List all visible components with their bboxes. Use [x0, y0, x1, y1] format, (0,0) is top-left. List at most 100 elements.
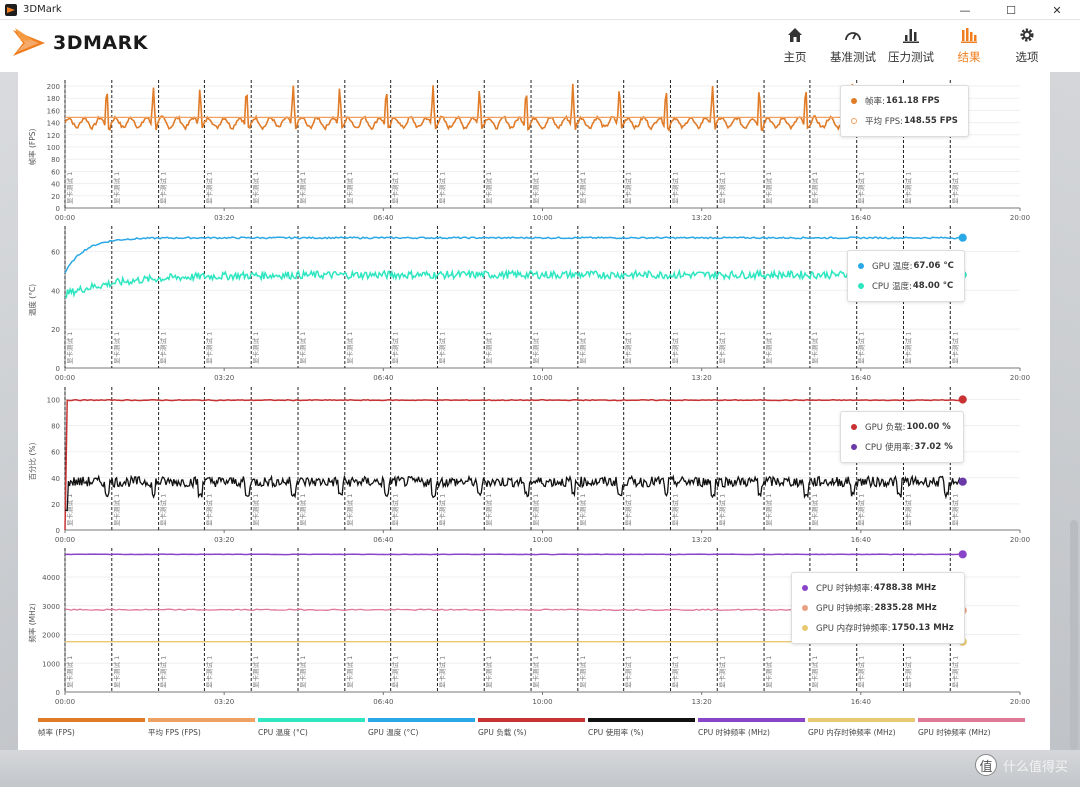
x-tick-label: 10:00 — [532, 536, 552, 544]
loop-marker-label: 显卡测试 1 — [345, 656, 354, 688]
freq-chart: 0 1000 2000 3000 4000 频率 (MHz) 00:00 03:20 06:40… — [27, 548, 1030, 706]
loop-marker-label: 显卡测试 1 — [437, 332, 446, 364]
loop-marker-label: 显卡测试 1 — [764, 332, 773, 364]
temperature-legend: GPU 温度: 67.06 °C CPU 温度: 48.00 °C — [847, 250, 965, 302]
loop-marker-label: 显卡测试 1 — [950, 332, 959, 364]
loop-marker-label: 显卡测试 1 — [624, 656, 633, 688]
y-tick-label: 160 — [47, 107, 60, 115]
series-legend-item[interactable]: GPU 负载 (%) — [478, 718, 588, 738]
legend-value: 1750.13 MHz — [891, 623, 954, 633]
loop-marker-label: 显卡测试 1 — [764, 172, 773, 204]
loop-marker-label: 显卡测试 1 — [112, 172, 121, 204]
y-tick-label: 0 — [56, 527, 60, 535]
maximize-button[interactable]: ☐ — [1006, 3, 1016, 17]
x-tick-label: 00:00 — [55, 536, 75, 544]
loop-marker-label: 显卡测试 1 — [391, 332, 400, 364]
loop-marker-label: 显卡测试 1 — [298, 494, 307, 526]
y-tick-label: 140 — [47, 120, 60, 128]
legend-value: 2835.28 MHz — [874, 603, 937, 613]
series-legend-item[interactable]: GPU 温度 (°C) — [368, 718, 478, 738]
y-axis-label: 温度 (°C) — [27, 284, 37, 316]
series-legend-item[interactable]: CPU 温度 (°C) — [258, 718, 368, 738]
y-tick-label: 180 — [47, 95, 60, 103]
cpu-clock-dot — [958, 550, 967, 559]
loop-marker-label: 显卡测试 1 — [903, 172, 912, 204]
loop-marker-label: 显卡测试 1 — [717, 332, 726, 364]
close-button[interactable]: ✕ — [1052, 3, 1062, 17]
x-tick-label: 13:20 — [692, 698, 712, 706]
loop-marker-label: 显卡测试 1 — [857, 172, 866, 204]
series-color-bar — [368, 718, 475, 722]
x-tick-label: 06:40 — [373, 214, 393, 222]
series-legend-label: CPU 时钟频率 (MHz) — [698, 728, 770, 737]
loop-marker-label: 显卡测试 1 — [159, 172, 168, 204]
loop-marker-label: 显卡测试 1 — [484, 656, 493, 688]
legend-value: 67.06 °C — [913, 261, 954, 271]
series-color-bar — [148, 718, 255, 722]
series-legend-item[interactable]: CPU 时钟频率 (MHz) — [698, 718, 808, 738]
loop-marker-label: 显卡测试 1 — [391, 494, 400, 526]
loop-marker-label: 显卡测试 1 — [65, 332, 74, 364]
loop-marker-label: 显卡测试 1 — [950, 172, 959, 204]
nav-options[interactable]: 选项 — [998, 24, 1056, 65]
loop-marker-label: 显卡测试 1 — [391, 172, 400, 204]
series-legend-item[interactable]: 帧率 (FPS) — [38, 718, 148, 738]
fps-legend: 帧率: 161.18 FPS 平均 FPS: 148.55 FPS — [840, 85, 969, 137]
y-tick-label: 1000 — [42, 660, 60, 668]
loop-marker-label: 显卡测试 1 — [251, 656, 260, 688]
x-tick-label: 16:40 — [851, 698, 871, 706]
legend-label: GPU 负载: — [865, 423, 906, 433]
logo-text: 3DMARK — [53, 32, 148, 54]
series-legend-item[interactable]: 平均 FPS (FPS) — [148, 718, 258, 738]
legend-label: GPU 时钟频率: — [816, 604, 874, 614]
x-tick-label: 00:00 — [55, 214, 75, 222]
y-axis-label: 频率 (MHz) — [27, 603, 37, 642]
minimize-button[interactable]: — — [959, 3, 971, 17]
x-tick-label: 06:40 — [373, 374, 393, 382]
series-legend-item[interactable]: GPU 内存时钟频率 (MHz) — [808, 718, 918, 738]
gpu-load-dot — [958, 395, 967, 404]
loop-marker-label: 显卡测试 1 — [65, 656, 74, 688]
loop-marker-label: 显卡测试 1 — [65, 172, 74, 204]
nav-benchmarks[interactable]: 基准测试 — [824, 24, 882, 65]
nav-options-label: 选项 — [1015, 50, 1039, 64]
results-icon — [961, 24, 977, 46]
nav-results[interactable]: 结果 — [940, 24, 998, 65]
loop-marker-label: 显卡测试 1 — [531, 656, 540, 688]
legend-value: 37.02 % — [914, 442, 953, 452]
nav-benchmarks-label: 基准测试 — [830, 50, 876, 64]
loop-marker-label: 显卡测试 1 — [578, 332, 587, 364]
legend-entry: CPU 使用率: 37.02 % — [851, 437, 953, 457]
legend-entry: GPU 负载: 100.00 % — [851, 417, 953, 437]
loop-marker-label: 显卡测试 1 — [298, 172, 307, 204]
loop-marker-label: 显卡测试 1 — [204, 494, 213, 526]
x-tick-label: 20:00 — [1010, 536, 1030, 544]
series-color-bar — [588, 718, 695, 722]
y-tick-label: 60 — [51, 248, 60, 256]
app-logo-icon — [5, 3, 17, 16]
legend-dot-icon — [802, 585, 808, 591]
series-legend-item[interactable]: GPU 时钟频率 (MHz) — [918, 718, 1028, 738]
legend-label: 帧率: — [865, 97, 885, 107]
x-tick-label: 06:40 — [373, 698, 393, 706]
legend-dot-icon — [851, 118, 857, 124]
series-legend-label: GPU 时钟频率 (MHz) — [918, 728, 991, 737]
bar-chart-icon — [903, 24, 919, 46]
nav-results-label: 结果 — [957, 50, 981, 64]
nav-home[interactable]: 主页 — [766, 24, 824, 65]
x-tick-label: 03:20 — [214, 698, 234, 706]
cpu-temp-series — [64, 268, 964, 299]
home-icon — [787, 24, 803, 46]
scrollbar[interactable] — [1070, 520, 1078, 750]
loop-marker-label: 显卡测试 1 — [903, 332, 912, 364]
cpu-usage-series — [65, 474, 964, 512]
legend-label: GPU 内存时钟频率: — [816, 624, 891, 634]
series-legend-item[interactable]: CPU 使用率 (%) — [588, 718, 698, 738]
x-tick-label: 13:20 — [692, 374, 712, 382]
app-header: 3DMARK 主页 基准测试 压力测试 结果 — [0, 20, 1080, 72]
loop-marker-label: 显卡测试 1 — [251, 172, 260, 204]
x-tick-label: 13:20 — [692, 536, 712, 544]
gauge-icon — [844, 24, 862, 46]
series-legend-label: CPU 使用率 (%) — [588, 728, 644, 737]
nav-stress-tests[interactable]: 压力测试 — [882, 24, 940, 65]
